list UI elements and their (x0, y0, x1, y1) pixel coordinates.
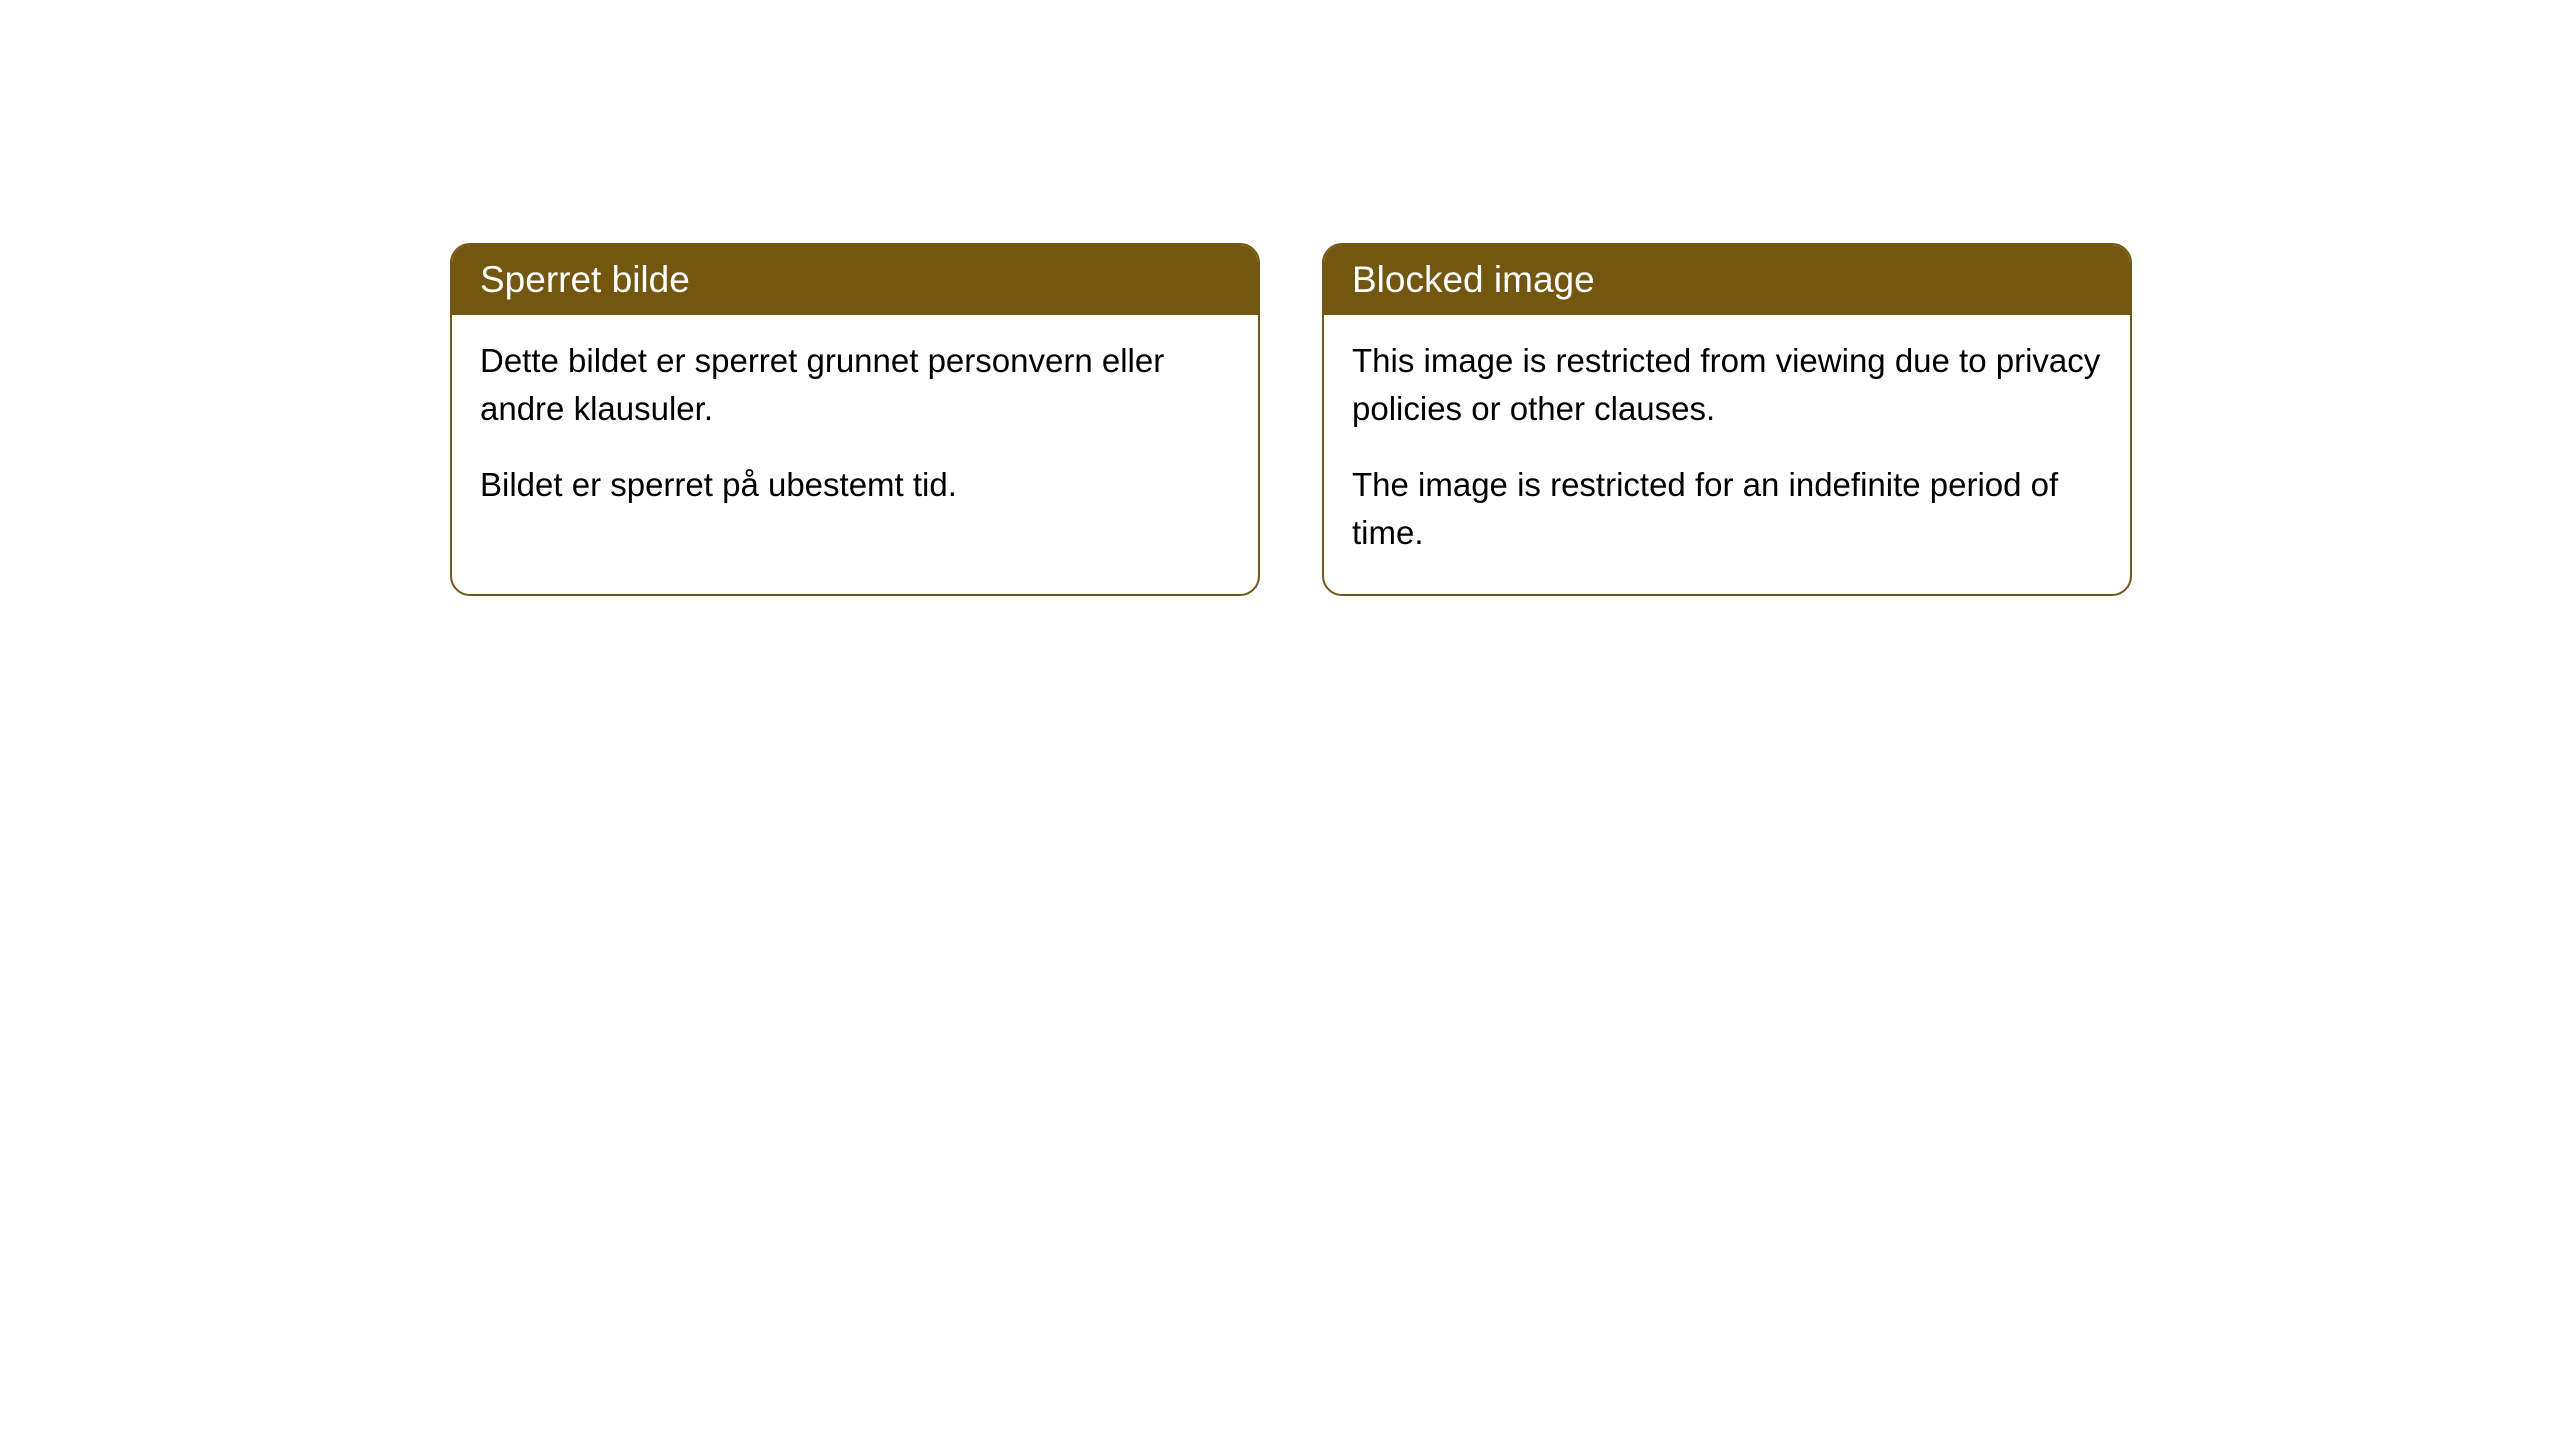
notice-card-english: Blocked image This image is restricted f… (1322, 243, 2132, 596)
card-header: Sperret bilde (452, 245, 1258, 315)
card-paragraph: The image is restricted for an indefinit… (1352, 461, 2102, 557)
card-body: Dette bildet er sperret grunnet personve… (452, 315, 1258, 547)
notice-cards-container: Sperret bilde Dette bildet er sperret gr… (450, 243, 2132, 596)
card-paragraph: This image is restricted from viewing du… (1352, 337, 2102, 433)
card-header: Blocked image (1324, 245, 2130, 315)
card-title: Blocked image (1352, 259, 1595, 300)
card-title: Sperret bilde (480, 259, 690, 300)
card-body: This image is restricted from viewing du… (1324, 315, 2130, 594)
notice-card-norwegian: Sperret bilde Dette bildet er sperret gr… (450, 243, 1260, 596)
card-paragraph: Dette bildet er sperret grunnet personve… (480, 337, 1230, 433)
card-paragraph: Bildet er sperret på ubestemt tid. (480, 461, 1230, 509)
